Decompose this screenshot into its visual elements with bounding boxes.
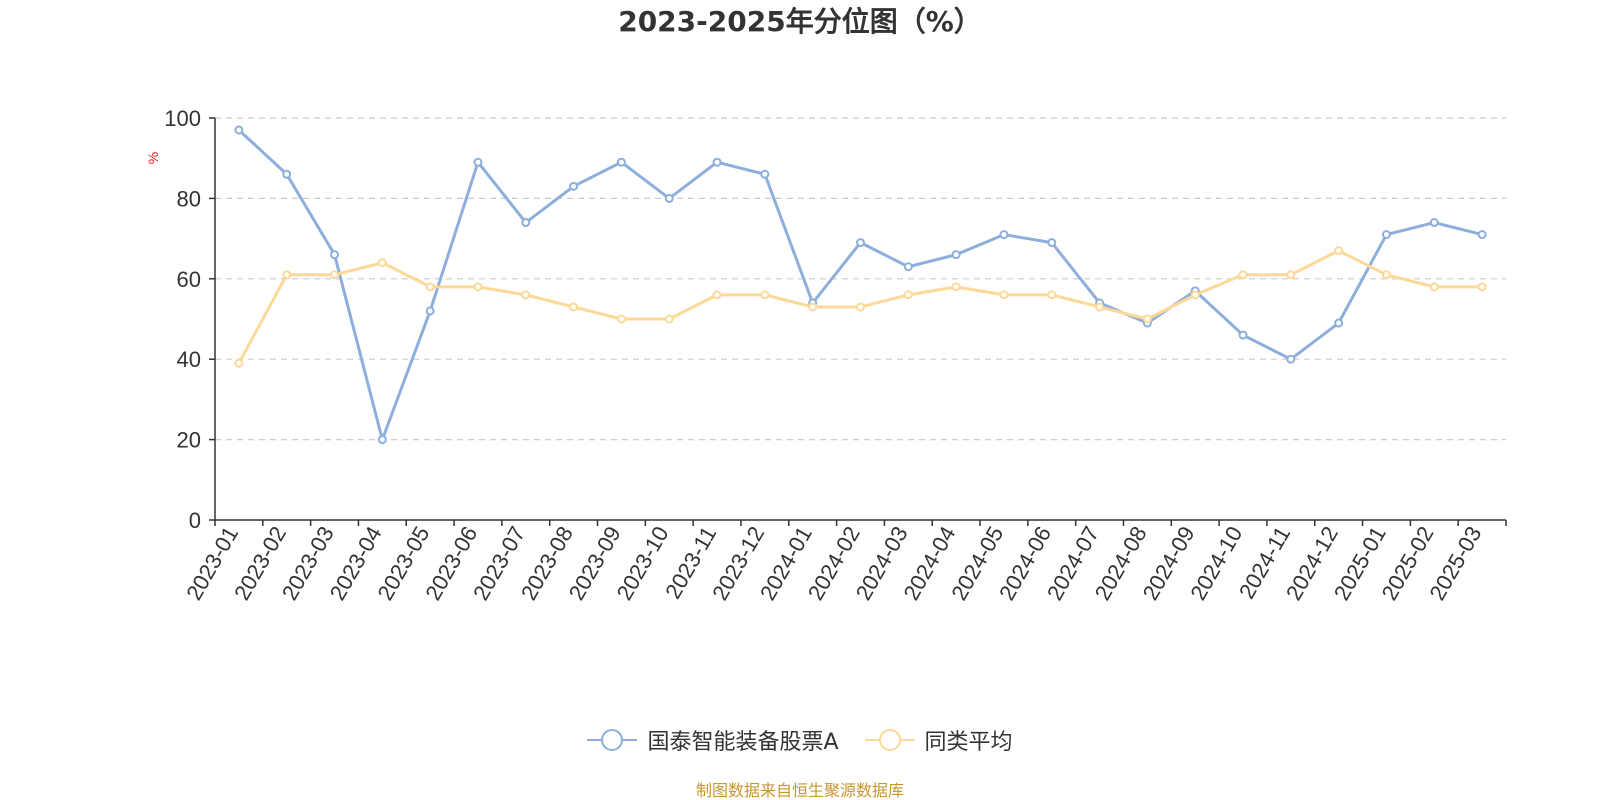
series-2-point[interactable] <box>616 314 626 324</box>
legend-label-series-2: 同类平均 <box>924 730 1013 755</box>
legend-label-series-1: 国泰智能装备股票A <box>647 730 839 755</box>
series-2-point[interactable] <box>377 258 387 268</box>
series-2-point[interactable] <box>569 302 579 312</box>
chart-title: 2023-2025年分位图（%） <box>618 5 982 38</box>
series-2-point[interactable] <box>999 290 1009 300</box>
y-tick-label: 100 <box>164 106 201 131</box>
series-2-point[interactable] <box>425 282 435 292</box>
series-2-point[interactable] <box>473 282 483 292</box>
y-tick-label: 60 <box>177 267 201 292</box>
series-1-point[interactable] <box>569 181 579 191</box>
source-note: 制图数据来自恒生聚源数据库 <box>695 781 904 800</box>
series-1-point[interactable] <box>1238 330 1248 340</box>
series-1-point[interactable] <box>664 193 674 203</box>
y-tick-label: 20 <box>177 428 201 453</box>
series-1-point[interactable] <box>999 230 1009 240</box>
legend-item-series-2[interactable]: 同类平均 <box>864 724 1013 756</box>
series-1-point[interactable] <box>521 218 531 228</box>
legend-swatch-series-1 <box>587 728 638 752</box>
series-1-point[interactable] <box>282 169 292 179</box>
series-2-point[interactable] <box>1238 270 1248 280</box>
series-2-point[interactable] <box>1334 246 1344 256</box>
series-1-point[interactable] <box>951 250 961 260</box>
series-lines <box>234 125 1487 445</box>
series-2-point[interactable] <box>1142 314 1152 324</box>
legend-swatch-series-2 <box>864 728 915 752</box>
series-1-point[interactable] <box>473 157 483 167</box>
series-2-point[interactable] <box>1095 302 1105 312</box>
series-2-point[interactable] <box>951 282 961 292</box>
series-1-point[interactable] <box>856 238 865 248</box>
series-1-point[interactable] <box>1334 318 1344 328</box>
series-1-point[interactable] <box>616 157 626 167</box>
series-1-point[interactable] <box>712 157 722 167</box>
series-2-point[interactable] <box>1286 270 1296 280</box>
series-1-point[interactable] <box>1047 238 1057 248</box>
series-2-point[interactable] <box>808 302 818 312</box>
series-2-point[interactable] <box>760 290 770 300</box>
series-2-point[interactable] <box>234 358 244 368</box>
grid-lines <box>215 117 1506 441</box>
series-2-point[interactable] <box>521 290 531 300</box>
y-axis-label: % <box>145 152 161 164</box>
series-2-point[interactable] <box>1190 290 1200 300</box>
series-1-point[interactable] <box>760 169 770 179</box>
axes: 0204060801002023-012023-022023-032023-04… <box>164 106 1507 604</box>
series-2-point[interactable] <box>1429 282 1439 292</box>
series-2-point[interactable] <box>282 270 292 280</box>
series-2-point[interactable] <box>712 290 722 300</box>
series-2-point[interactable] <box>1381 270 1391 280</box>
y-tick-label: 80 <box>177 186 201 211</box>
series-2-point[interactable] <box>856 302 865 312</box>
series-2-point[interactable] <box>664 314 674 324</box>
series-1-point[interactable] <box>903 262 913 272</box>
series-1-point[interactable] <box>1381 230 1391 240</box>
series-1-point[interactable] <box>234 125 244 135</box>
series-1-point[interactable] <box>330 250 340 260</box>
series-1-point[interactable] <box>1286 354 1296 364</box>
series-2-point[interactable] <box>1047 290 1057 300</box>
series-1-point[interactable] <box>377 435 387 445</box>
legend-item-series-1[interactable]: 国泰智能装备股票A <box>587 724 839 756</box>
chart-legend: 国泰智能装备股票A 同类平均 <box>0 722 1600 758</box>
series-1-point[interactable] <box>1477 230 1487 240</box>
series-2-point[interactable] <box>903 290 913 300</box>
series-2-point[interactable] <box>1477 282 1487 292</box>
series-1-point[interactable] <box>1429 218 1439 228</box>
series-1-point[interactable] <box>425 306 435 316</box>
y-tick-label: 40 <box>177 347 201 372</box>
y-tick-label: 0 <box>189 508 201 533</box>
series-2-point[interactable] <box>330 270 340 280</box>
